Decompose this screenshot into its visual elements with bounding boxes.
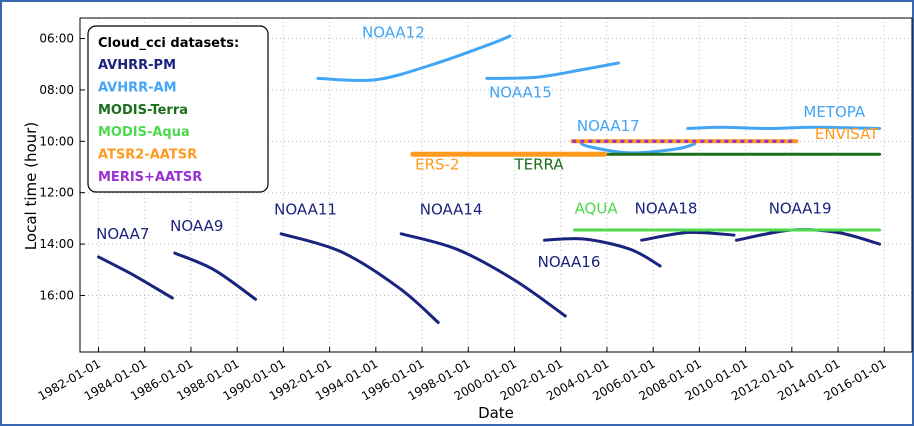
legend-item-avhrr-pm: AVHRR-PM [98,58,176,73]
satellite-label-envisat: ENVISAT [815,125,879,143]
satellite-label-noaa9: NOAA9 [170,217,223,235]
satellite-label-noaa16: NOAA16 [538,253,601,271]
series-lines [97,34,882,324]
legend: Cloud_cci datasets: AVHRR-PM AVHRR-AM MODI… [87,25,269,193]
series-line-metopa [686,125,882,131]
y-tick-label: 12:00 [39,186,74,200]
satellite-label-noaa18: NOAA18 [635,199,698,217]
series-line-noaa11 [279,232,440,324]
legend-item-meris-aatsr: MERIS+AATSR [98,170,202,185]
series-line-noaa19 [734,228,882,246]
y-tick-label: 16:00 [39,288,74,302]
satellite-label-metopa: METOPA [803,103,865,121]
satellite-label-aqua: AQUA [575,199,619,217]
legend-item-atsr2-aatsr: ATSR2-AATSR [98,148,197,163]
satellite-label-noaa19: NOAA19 [769,199,832,217]
series-line-noaa12 [316,34,512,82]
series-line-noaa9 [173,251,258,301]
series-line-noaa18 [640,230,736,242]
legend-item-avhrr-am: AVHRR-AM [98,80,177,95]
legend-item-modis-terra: MODIS-Terra [98,103,188,118]
legend-item-modis-aqua: MODIS-Aqua [98,125,190,140]
y-tick-label: 08:00 [39,83,74,97]
y-tick-label: 10:00 [39,134,74,148]
series-line-noaa15 [485,61,620,80]
satellite-label-ers-2: ERS-2 [415,156,459,174]
series-line-noaa14 [399,232,567,318]
satellite-labels: NOAA7 NOAA9 NOAA11 NOAA14 NOAA16 NOAA18 NOAA19… [96,23,879,271]
satellite-label-noaa11: NOAA11 [274,201,337,219]
satellite-label-noaa14: NOAA14 [420,201,483,219]
plot-area [79,17,913,353]
satellite-label-noaa7: NOAA7 [96,225,149,243]
y-axis-label: Local time (hour) [22,122,40,250]
series-line-noaa16 [543,237,662,268]
legend-box [87,25,269,193]
legend-title: Cloud_cci datasets: [98,36,239,51]
y-tick-label: 14:00 [39,237,74,251]
x-axis-label: Date [478,404,514,422]
satellite-label-terra: TERRA [513,156,564,174]
legend-items: AVHRR-PM AVHRR-AM MODIS-Terra MODIS-Aqua ATS… [98,58,202,185]
x-axis-ticks: 1982-01-011984-01-011986-01-011988-01-01… [36,347,889,403]
series-line-noaa7 [97,255,174,300]
grid [80,18,912,352]
y-tick-label: 06:00 [39,32,74,46]
y-axis-ticks: 06:00 08:00 10:00 12:00 14:00 16:00 [39,32,85,302]
satellite-label-noaa15: NOAA15 [489,84,552,102]
satellite-label-noaa12: NOAA12 [362,23,425,41]
satellite-label-noaa17: NOAA17 [577,117,640,135]
